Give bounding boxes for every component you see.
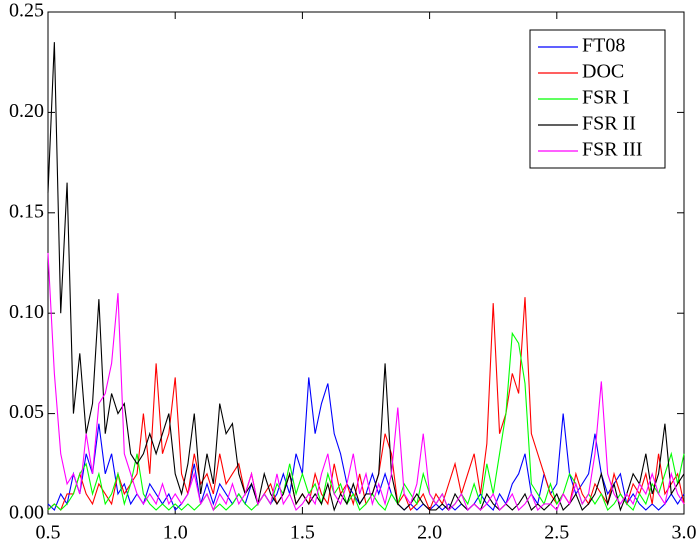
x-tick-label: 1.0 bbox=[163, 522, 188, 544]
y-tick-label: 0.15 bbox=[9, 200, 44, 222]
y-tick-label: 0.00 bbox=[9, 502, 44, 524]
series-line bbox=[47, 297, 685, 512]
legend-label: FSR I bbox=[582, 87, 629, 109]
legend-label: DOC bbox=[582, 61, 624, 83]
x-tick-label: 0.5 bbox=[36, 522, 61, 544]
y-tick-label: 0.25 bbox=[9, 0, 44, 22]
series-line bbox=[47, 42, 685, 512]
legend-label: FSR II bbox=[582, 113, 636, 135]
y-tick-label: 0.20 bbox=[9, 100, 44, 122]
series-line bbox=[47, 252, 685, 512]
legend-box bbox=[529, 29, 666, 169]
legend-label: FT08 bbox=[582, 35, 625, 57]
x-tick-label: 1.5 bbox=[290, 522, 315, 544]
y-tick-label: 0.05 bbox=[9, 401, 44, 423]
series-line bbox=[47, 377, 685, 511]
x-tick-label: 3.0 bbox=[672, 522, 697, 544]
x-tick-label: 2.5 bbox=[544, 522, 569, 544]
x-tick-label: 2.0 bbox=[417, 522, 442, 544]
legend-label: FSR III bbox=[582, 139, 643, 161]
y-tick-label: 0.10 bbox=[9, 301, 44, 323]
series-line bbox=[47, 331, 685, 511]
